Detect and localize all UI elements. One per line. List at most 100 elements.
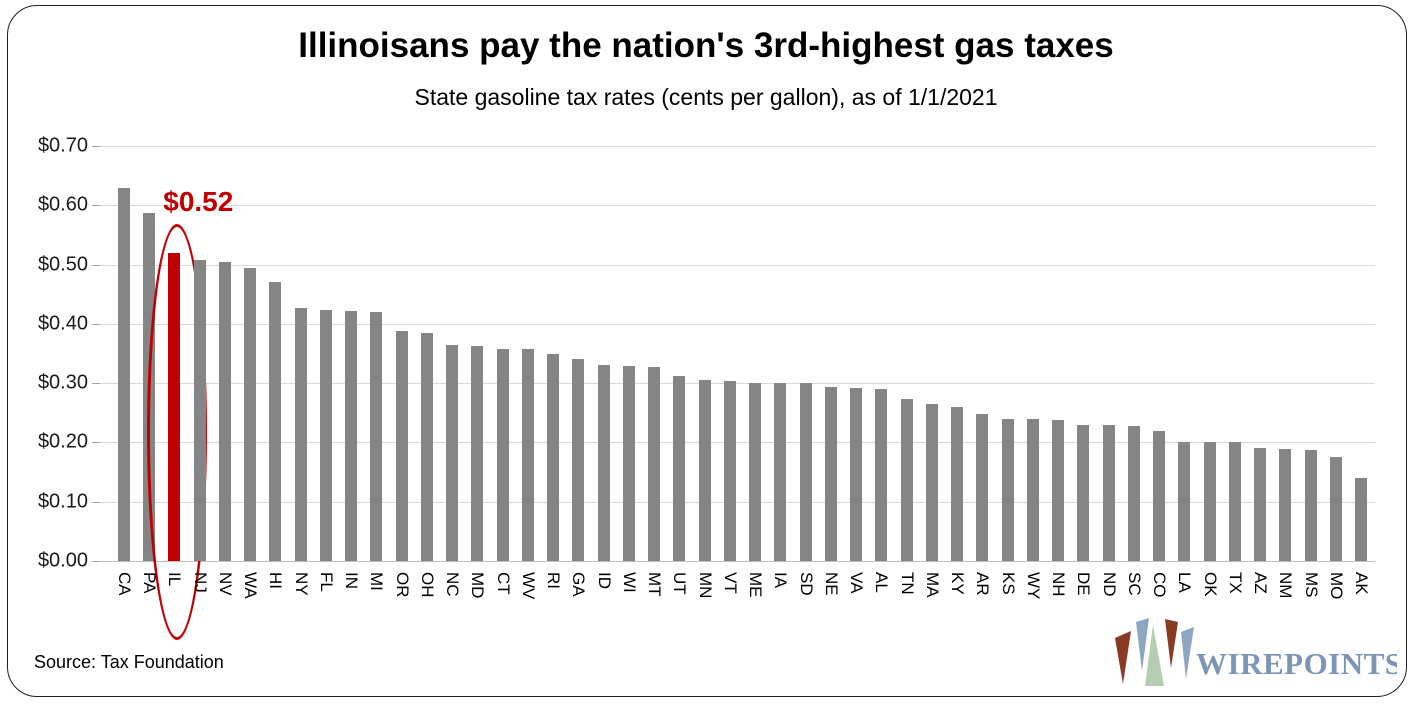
y-axis-tick <box>92 442 100 444</box>
bar-AK <box>1355 478 1367 561</box>
bar-AL <box>875 389 888 561</box>
x-label-KY: KY <box>948 572 968 595</box>
x-label-MN: MN <box>695 572 715 599</box>
x-label-WA: WA <box>241 572 261 599</box>
y-tick-label: $0.40 <box>37 312 88 335</box>
bar-MD <box>471 345 484 561</box>
logo-wedge-red-left-icon <box>1115 631 1131 684</box>
x-label-SD: SD <box>796 572 816 596</box>
x-label-VT: VT <box>720 572 740 594</box>
gridline-$0.00 <box>100 561 1375 562</box>
bar-MO <box>1329 457 1342 561</box>
x-label-WY: WY <box>1023 572 1043 600</box>
y-axis-tick <box>92 501 100 503</box>
x-label-WI: WI <box>619 572 639 593</box>
chart-title: Illinoisans pay the nation's 3rd-highest… <box>298 26 1114 65</box>
logo-wedge-blue-right-icon <box>1181 627 1194 679</box>
x-label-OR: OR <box>392 572 412 598</box>
x-label-OH: OH <box>417 572 437 598</box>
bar-WI <box>622 365 635 561</box>
y-axis-tick <box>92 561 100 562</box>
bar-ND <box>1102 424 1115 561</box>
y-tick-label: $0.50 <box>37 253 88 276</box>
x-label-DE: DE <box>1074 572 1094 596</box>
bar-OH <box>420 332 433 561</box>
bar-IN <box>345 311 358 561</box>
bar-OK <box>1203 442 1216 561</box>
bar-KY <box>951 406 964 561</box>
x-label-MI: MI <box>367 572 387 591</box>
x-label-VA: VA <box>847 572 867 594</box>
bar-ME <box>749 382 762 561</box>
bar-ID <box>597 365 610 561</box>
x-label-ME: ME <box>746 572 766 598</box>
logo-mark: WIREPOINTS <box>1115 618 1402 686</box>
x-label-WV: WV <box>518 572 538 600</box>
x-label-AR: AR <box>973 572 993 596</box>
bar-MS <box>1304 449 1317 561</box>
x-label-IA: IA <box>771 572 791 589</box>
x-label-NV: NV <box>215 572 235 596</box>
bar-DE <box>1077 424 1090 561</box>
bar-RI <box>547 353 560 561</box>
bar-VT <box>723 381 736 561</box>
x-label-CA: CA <box>114 572 134 596</box>
bar-VA <box>850 387 863 561</box>
gridline-$0.60 <box>100 205 1375 207</box>
x-label-UT: UT <box>670 572 690 595</box>
x-label-MT: MT <box>645 572 665 597</box>
bar-IA <box>774 383 787 561</box>
bar-LA <box>1178 442 1191 561</box>
y-tick-label: $0.30 <box>37 371 88 394</box>
y-tick-label: $0.70 <box>37 134 88 157</box>
bar-NE <box>824 386 837 561</box>
y-axis-tick <box>92 146 100 147</box>
card-border <box>7 5 1407 697</box>
bar-NC <box>446 345 459 561</box>
bar-AZ <box>1254 448 1266 561</box>
x-label-MA: MA <box>922 572 942 598</box>
chart-subtitle: State gasoline tax rates (cents per gall… <box>414 84 998 110</box>
bar-NY <box>294 308 307 561</box>
bar-SC <box>1127 426 1140 561</box>
logo-text: WIREPOINTS <box>1196 646 1397 681</box>
bar-AR <box>976 413 989 561</box>
gridline-$0.50 <box>100 264 1375 266</box>
x-label-NJ: NJ <box>190 572 210 593</box>
bar-OR <box>395 330 408 561</box>
x-label-ID: ID <box>594 572 614 589</box>
bar-NH <box>1052 419 1064 561</box>
x-label-NE: NE <box>821 572 841 596</box>
gridline-$0.70 <box>100 146 1375 147</box>
bar-GA <box>572 359 585 561</box>
source-note: Source: Tax Foundation <box>34 652 224 672</box>
y-axis-tick <box>92 383 100 385</box>
x-label-KS: KS <box>998 572 1018 595</box>
logo-wedge-blue-left-icon <box>1136 618 1149 671</box>
bar-WA <box>244 268 257 561</box>
bar-CA <box>117 187 130 561</box>
x-label-HI: HI <box>266 572 286 589</box>
wirepoints-logo: WIREPOINTS <box>1112 612 1402 692</box>
gridline-$0.40 <box>100 323 1375 325</box>
bar-TN <box>900 398 913 561</box>
x-label-FL: FL <box>316 572 336 592</box>
bar-SD <box>799 383 812 561</box>
y-tick-label: $0.10 <box>37 490 88 513</box>
x-label-AL: AL <box>872 572 892 593</box>
x-label-TN: TN <box>897 572 917 595</box>
bar-WY <box>1026 418 1039 561</box>
bar-NV <box>218 261 231 561</box>
bar-KS <box>1001 418 1014 561</box>
bar-MN <box>698 379 711 561</box>
x-label-NY: NY <box>291 572 311 596</box>
x-label-IN: IN <box>342 572 362 589</box>
bar-NM <box>1279 448 1292 561</box>
bar-CT <box>496 349 509 561</box>
logo-wedge-green-icon <box>1145 625 1164 686</box>
gridline-$0.10 <box>100 501 1375 503</box>
bar-NJ <box>193 260 206 561</box>
y-axis-tick <box>92 323 100 325</box>
x-label-CT: CT <box>493 572 513 595</box>
